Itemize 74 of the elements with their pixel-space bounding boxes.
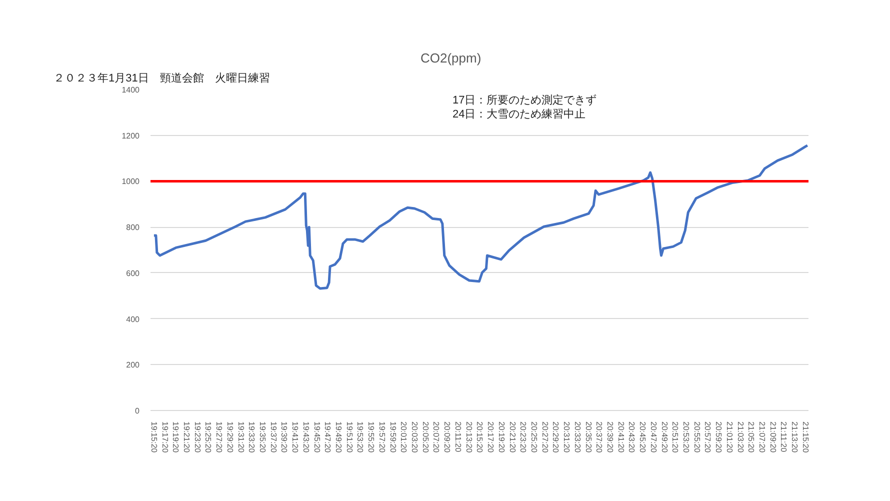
x-tick-label: 20:23:20 (518, 422, 528, 454)
x-tick-label: 20:15:20 (475, 422, 484, 454)
chart-title: CO2(ppm) (420, 50, 482, 66)
x-tick-label: 20:55:20 (692, 422, 702, 454)
x-tick-label: 19:31:20 (236, 422, 246, 454)
x-tick-label: 21:07:20 (757, 422, 766, 454)
x-tick-label: 20:25:20 (529, 422, 538, 454)
x-tick-label: 20:39:20 (605, 422, 614, 454)
x-tick-label: 20:21:20 (508, 422, 517, 454)
x-tick-label: 19:53:20 (356, 422, 365, 454)
x-tick-label: 20:47:20 (648, 422, 658, 454)
x-tick-label: 19:51:20 (344, 422, 354, 454)
x-tick-label: 20:07:20 (432, 422, 441, 454)
line-series (152, 144, 808, 290)
y-tick-label: 1000 (122, 177, 140, 186)
x-tick-label: 20:19:20 (496, 422, 506, 454)
y-tick-label: 0 (135, 406, 140, 416)
x-tick-label: 20:11:20 (453, 422, 462, 453)
x-tick-label: 19:43:20 (301, 422, 310, 454)
x-tick-label: 20:51:20 (670, 422, 680, 454)
x-tick-label: 20:09:20 (442, 422, 452, 454)
x-tick-label: 19:59:20 (388, 422, 398, 454)
x-tick-label: 20:43:20 (627, 422, 636, 454)
x-tick-label: 21:03:20 (736, 422, 745, 454)
x-tick-label: 19:49:20 (334, 422, 344, 454)
y-tick-label: 800 (126, 223, 140, 232)
x-tick-label: 21:01:20 (724, 422, 734, 454)
x-tick-label: 21:05:20 (746, 422, 756, 454)
x-tick-label: 19:15:20 (149, 422, 158, 454)
x-tick-label: 19:35:20 (258, 422, 268, 454)
x-tick-label: 20:03:20 (410, 422, 420, 454)
x-tick-label: 19:37:20 (268, 422, 278, 454)
x-tick-label: 19:29:20 (225, 422, 234, 454)
x-tick-label: 20:01:20 (399, 422, 408, 454)
x-tick-label: 20:59:20 (714, 422, 724, 454)
x-tick-label: 20:41:20 (616, 422, 626, 454)
y-tick-label: 1400 (122, 86, 140, 94)
x-tick-label: 19:19:20 (171, 422, 180, 454)
x-tick-label: 20:17:20 (486, 422, 496, 454)
x-tick-label: 19:55:20 (366, 422, 376, 454)
x-tick-label: 20:35:20 (584, 422, 593, 454)
x-tick-label: 20:31:20 (562, 422, 572, 454)
x-tick-label: 19:21:20 (182, 422, 192, 454)
x-tick-label: 19:27:20 (214, 422, 224, 454)
x-tick-label: 20:57:20 (703, 422, 712, 454)
annotation: 24日：大雪のため練習中止 (452, 108, 586, 120)
x-tick-label: 19:39:20 (280, 422, 289, 454)
x-tick-label: 21:09:20 (768, 422, 778, 454)
x-tick-label: 20:33:20 (572, 422, 582, 454)
x-tick-label: 19:33:20 (247, 422, 256, 454)
y-tick-label: 600 (126, 268, 140, 278)
y-tick-label: 400 (126, 314, 140, 324)
x-tick-label: 19:25:20 (204, 422, 213, 454)
x-tick-label: 19:23:20 (192, 422, 202, 454)
x-tick-label: 20:29:20 (551, 422, 560, 454)
x-tick-label: 21:15:20 (800, 422, 810, 454)
x-tick-label: 19:45:20 (312, 422, 322, 454)
x-tick-label: 19:47:20 (323, 422, 332, 454)
y-tick-label: 200 (126, 360, 140, 370)
x-tick-label: 20:45:20 (638, 422, 648, 454)
x-tick-label: 19:57:20 (377, 422, 386, 454)
x-tick-label: 21:11:20 (779, 422, 788, 453)
y-tick-label: 1200 (122, 131, 140, 140)
x-tick-label: 20:13:20 (464, 422, 474, 454)
annotation: 17日：所要のため測定できず (452, 94, 597, 106)
x-tick-label: 21:13:20 (790, 422, 800, 454)
x-tick-label: 19:41:20 (290, 422, 300, 454)
x-tick-label: 20:27:20 (540, 422, 550, 454)
text: ２０２３年1月31日 頸道会館 火曜日練習 (54, 72, 270, 84)
x-tick-label: 19:17:20 (160, 422, 170, 454)
x-tick-label: 20:37:20 (594, 422, 604, 454)
x-tick-label: 20:53:20 (681, 422, 690, 454)
x-tick-label: 20:49:20 (660, 422, 669, 454)
x-tick-label: 20:05:20 (420, 422, 430, 454)
